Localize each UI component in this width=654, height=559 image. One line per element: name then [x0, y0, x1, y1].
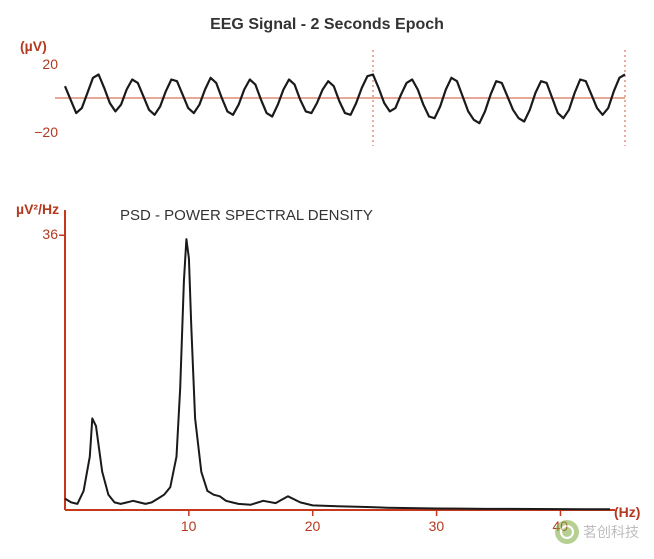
watermark-icon	[555, 520, 579, 544]
top-chart-svg	[0, 0, 654, 170]
watermark: 茗创科技	[555, 520, 639, 544]
watermark-text: 茗创科技	[583, 522, 639, 542]
bottom-chart-svg	[0, 190, 654, 540]
figure: EEG Signal - 2 Seconds Epoch (µV) 20 −20…	[0, 0, 654, 559]
